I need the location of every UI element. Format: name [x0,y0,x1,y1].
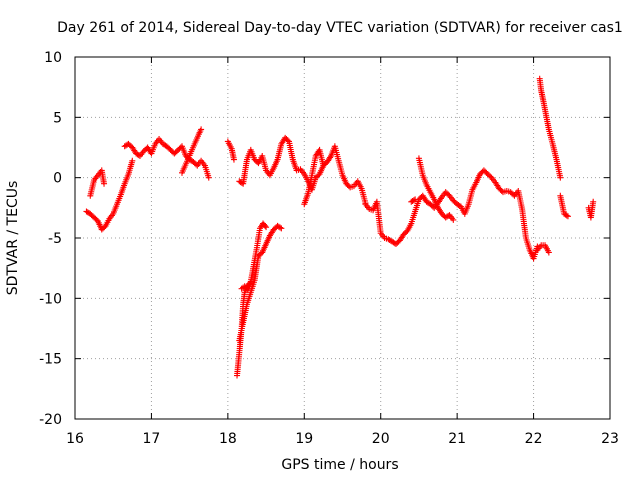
x-tick-label: 17 [143,431,161,447]
series-seg14 [536,75,564,181]
x-tick-label: 21 [448,431,466,447]
series-seg3 [121,136,212,181]
series-seg16 [534,242,552,256]
data-point [563,212,570,219]
x-tick-label: 16 [66,431,84,447]
data-point [345,183,352,190]
x-tick-label: 20 [372,431,390,447]
data-point [277,224,284,231]
series-seg12 [415,155,457,223]
series-seg4 [179,126,205,176]
data-point [205,174,212,181]
data-point [278,225,285,232]
data-point [412,196,419,203]
data-point [590,198,597,205]
plot-frame [74,56,611,420]
series-seg5 [224,138,237,163]
y-tick-label: -5 [48,231,62,247]
y-tick-label: -10 [39,291,62,307]
series-seg8 [238,220,270,293]
axis-ticks: 16 17 18 19 20 21 22 23 -20 -15 -10 -5 0 5 10 [39,50,619,447]
series-seg10 [301,146,327,208]
y-tick-label: -15 [39,352,62,368]
data-point [557,174,564,181]
data-point [410,197,417,204]
series-seg1 [83,157,136,233]
chart-title: Day 261 of 2014, Sidereal Day-to-day VTE… [57,20,623,36]
y-tick-label: 10 [44,50,62,66]
x-tick-label: 19 [295,431,313,447]
data-point [498,187,505,194]
series-seg2 [87,167,108,199]
data-point [564,213,571,220]
data-point [230,156,237,163]
x-tick-label: 22 [525,431,543,447]
data-point [129,157,136,164]
x-tick-label: 23 [601,431,619,447]
data-points [83,75,597,379]
data-point [403,228,410,235]
data-point [198,126,205,133]
series-seg7 [236,222,285,344]
series-seg11 [362,167,541,262]
y-tick-label: 0 [53,171,62,187]
data-point [101,224,108,231]
series-seg17 [585,198,597,221]
data-point [263,224,270,231]
data-point [101,180,108,187]
data-point [450,216,457,223]
x-axis-label: GPS time / hours [281,457,398,473]
data-point [262,222,269,229]
series-seg9 [236,134,369,207]
data-point [320,162,327,169]
y-tick-label: 5 [53,110,62,126]
grid [75,57,610,419]
series-seg13 [408,196,419,205]
data-point [545,249,552,256]
data-point [284,137,291,144]
y-tick-label: -20 [39,412,62,428]
x-tick-label: 18 [219,431,237,447]
y-axis-label: SDTVAR / TECUs [5,181,21,296]
series-seg15 [557,192,571,220]
